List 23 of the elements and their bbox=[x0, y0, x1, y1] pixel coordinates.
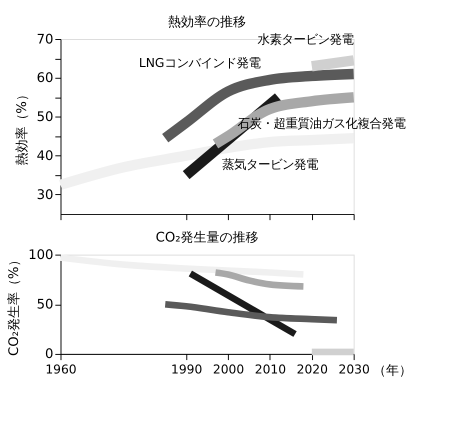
y-tick-label: 100 bbox=[28, 248, 54, 263]
y-tick-label: 30 bbox=[36, 188, 54, 203]
y-tick-label: 40 bbox=[36, 148, 54, 164]
x-tick-label: 2030 bbox=[338, 362, 370, 376]
series-label: 蒸気タービン発電 bbox=[222, 158, 318, 172]
y-axis-title: 熱効率（%） bbox=[14, 88, 30, 166]
x-axis-title: （年） bbox=[373, 363, 412, 378]
y-tick-label: 70 bbox=[36, 32, 54, 48]
series-label: 石炭・超重質油ガス化複合発電 bbox=[237, 116, 406, 131]
y-tick-label: 60 bbox=[36, 71, 54, 86]
y-tick-label: 50 bbox=[36, 110, 54, 126]
chart-title: 熱効率の推移 bbox=[168, 14, 246, 30]
y-axis-title: CO₂発生率（%） bbox=[6, 254, 22, 356]
x-tick-label: 2010 bbox=[254, 362, 286, 376]
x-tick-label: 1990 bbox=[171, 362, 202, 376]
chart-title: CO₂発生量の推移 bbox=[156, 230, 259, 246]
y-tick-label: 50 bbox=[36, 298, 54, 313]
series-label: LNGコンバインド発電 bbox=[138, 56, 260, 70]
x-tick-label: 2000 bbox=[212, 362, 244, 376]
x-tick-label: 1960 bbox=[45, 362, 77, 376]
series-label: 水素タービン発電 bbox=[258, 32, 354, 46]
x-tick-label: 2020 bbox=[296, 362, 328, 376]
y-tick-label: 0 bbox=[45, 347, 54, 362]
